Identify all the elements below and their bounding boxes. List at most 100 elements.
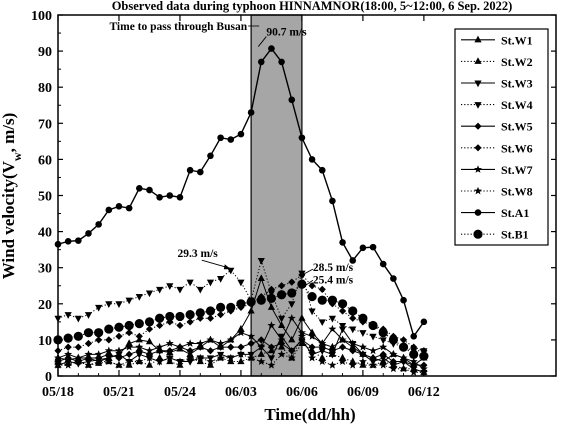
- series-st-a1-point: [339, 239, 346, 246]
- series-st-a1-point-shape: [115, 203, 123, 210]
- series-st-b1-point: [276, 290, 287, 300]
- series-st-w7-point: [308, 332, 317, 340]
- series-st-w7-point-shape: [287, 314, 296, 322]
- legend-st-w1-marker-shape: [474, 35, 482, 43]
- legend-st-w1-marker: [474, 35, 482, 43]
- series-st-w5-point: [84, 354, 93, 362]
- y-tick-label: 30: [38, 262, 52, 277]
- series-st-w8-point-shape: [267, 360, 276, 369]
- series-st-w8-point: [257, 357, 266, 365]
- series-st-w5-point: [247, 339, 255, 348]
- series-st-w1-point: [237, 324, 245, 332]
- series-st-a1-point: [105, 206, 113, 214]
- annotation-peak-a1: 90.7 m/s: [266, 27, 307, 39]
- series-st-b1-point: [327, 295, 338, 305]
- series-st-b1-point-shape: [246, 297, 256, 307]
- series-st-w2-point-shape: [156, 353, 164, 361]
- legend-st-a1-label: St.A1: [501, 206, 529, 220]
- series-st-w4-point-shape: [125, 297, 133, 305]
- series-st-a1-point-shape: [298, 134, 306, 142]
- legend-st-w5-marker: [474, 122, 482, 130]
- series-st-w6-point: [156, 321, 164, 330]
- series-st-w3-point: [135, 351, 143, 359]
- series-st-w8-point-shape: [145, 353, 154, 362]
- series-st-w7-point: [287, 314, 296, 322]
- series-st-a1-point: [298, 134, 306, 142]
- series-st-w5-point-shape: [105, 350, 113, 358]
- series-st-w6-point-shape: [84, 339, 93, 348]
- series-st-w7-point-shape: [104, 346, 113, 355]
- series-st-w7-point: [389, 350, 398, 358]
- series-st-w5-point: [288, 347, 296, 355]
- series-st-w4-point: [196, 286, 204, 294]
- series-st-a1-point-shape: [207, 152, 214, 160]
- series-st-a1-point-shape: [390, 275, 397, 282]
- annotation-peak-w4: 29.3 m/s: [178, 248, 219, 260]
- series-st-w1-point: [298, 314, 306, 321]
- series-st-w7-point-shape: [114, 346, 123, 355]
- series-st-a1-point-shape: [400, 296, 407, 304]
- series-st-w4-point-shape: [115, 301, 123, 308]
- series-st-w5-point: [308, 343, 316, 351]
- series-st-a1-point-shape: [196, 168, 204, 176]
- series-st-w7-point: [328, 324, 337, 333]
- series-st-w4-point: [237, 279, 245, 287]
- series-st-w7-point: [125, 342, 134, 351]
- series-st-w8-point: [297, 332, 306, 340]
- series-st-w6-point: [135, 332, 143, 340]
- series-st-w6-point-shape: [156, 321, 164, 330]
- series-st-w6-point: [288, 278, 296, 286]
- series-st-w4-point: [338, 322, 347, 330]
- series-st-b1-point: [236, 299, 246, 309]
- series-st-a1-point-shape: [146, 186, 153, 194]
- series-st-a1-point-shape: [379, 260, 387, 268]
- legend-st-w7-label: St.W7: [501, 163, 533, 177]
- series-st-w4-point-shape: [74, 315, 82, 323]
- x-tick-label: 05/24: [164, 385, 196, 400]
- series-st-w3-point: [318, 348, 326, 355]
- series-st-a1-point-shape: [125, 204, 133, 212]
- series-st-w4-point-shape: [156, 286, 164, 294]
- series-st-w6-point: [64, 343, 72, 351]
- series-st-w7-point-shape: [247, 332, 256, 340]
- series-st-w5-point: [125, 350, 133, 358]
- series-st-b1-point: [63, 333, 73, 343]
- series-st-w8-point: [94, 357, 103, 365]
- y-axis-label-tail: , m/s): [0, 113, 18, 153]
- series-st-w5-point-shape: [186, 347, 194, 355]
- series-st-w6-point: [277, 282, 286, 290]
- series-st-w8-point: [104, 357, 113, 365]
- series-st-b1-point: [155, 313, 165, 323]
- series-st-b1-point: [246, 297, 256, 307]
- series-st-w5-point-shape: [328, 347, 337, 355]
- series-st-a1-point-shape: [369, 243, 377, 251]
- legend: St.W1 St.W2 St.W3 St.W4 St.W5 St.W6 St.W7 St.W8…: [454, 28, 549, 246]
- series-st-w6-point-shape: [338, 307, 347, 315]
- series-st-a1-point: [125, 204, 133, 212]
- series-st-w7-point: [236, 328, 245, 337]
- series-st-w6-point: [318, 285, 326, 293]
- series-st-w8-point-shape: [348, 360, 357, 369]
- legend-st-w3-label: St.W3: [501, 77, 533, 91]
- y-axis-label: Wind velocity(Vw, m/s): [0, 113, 24, 280]
- series-st-b1-point: [165, 311, 175, 322]
- series-st-w6-point-shape: [135, 332, 143, 340]
- legend-st-w6-marker: [474, 144, 482, 152]
- series-st-w8-point: [369, 360, 378, 369]
- series-st-a1-point-shape: [257, 58, 265, 66]
- series-st-w6-point-shape: [176, 321, 184, 330]
- series-layer: [53, 45, 429, 377]
- series-st-w7-point: [104, 346, 113, 355]
- series-st-a1-point: [379, 260, 387, 268]
- series-st-w8-point: [358, 357, 367, 365]
- series-st-w4-point: [318, 319, 326, 327]
- series-st-a1-point-shape: [156, 194, 163, 201]
- series-st-w5-point: [277, 339, 286, 348]
- series-st-w6-point-shape: [288, 278, 296, 286]
- series-st-w7-point-shape: [216, 339, 225, 347]
- series-st-w1-point: [308, 328, 316, 336]
- series-st-w7-point: [165, 339, 174, 347]
- series-st-w1-point: [257, 274, 265, 282]
- series-st-b1-point-shape: [368, 320, 378, 331]
- series-st-a1-point-shape: [136, 184, 143, 192]
